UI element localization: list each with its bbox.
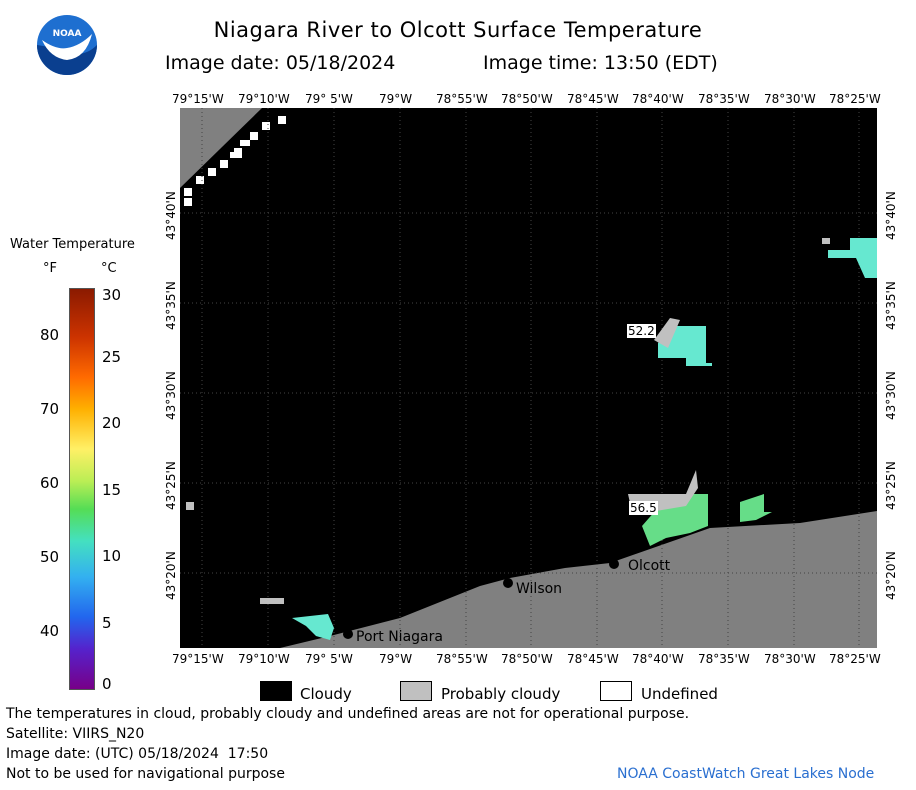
bottom-lon-tick: 78°40'W [632,652,684,666]
undefined-pixels [184,116,286,206]
colorbar-f-tick: 80 [40,326,60,344]
bottom-lon-tick: 78°45'W [567,652,619,666]
probably-cloudy-pixel [260,598,284,604]
colorbar-c-tick: 10 [102,547,122,565]
legend-swatch-probably-cloudy [400,681,432,701]
top-lon-tick: 78°45'W [567,92,619,106]
colorbar-f-tick: 50 [40,548,60,566]
colorbar-f-tick: 70 [40,400,60,418]
colorbar-title: Water Temperature [10,237,135,252]
water-patch-east [828,238,877,278]
right-lat-tick: 43°30'N [884,371,898,420]
top-lon-tick: 78°55'W [436,92,488,106]
colorbar [69,288,95,690]
nav-warning-text: Not to be used for navigational purpose [6,766,285,782]
colorbar-f-tick: 60 [40,474,60,492]
bottom-lon-tick: 79° 5'W [305,652,353,666]
legend-label-cloudy: Cloudy [300,685,352,703]
logo-text: NOAA [53,29,82,39]
place-label-wilson: Wilson [516,581,563,597]
temp-label: 56.5 [629,501,658,515]
top-lon-tick: 79°15'W [172,92,224,106]
top-lon-tick: 79° 5'W [305,92,353,106]
colorbar-c-tick: 0 [102,675,112,693]
left-lat-tick: 43°25'N [164,461,178,510]
probably-cloudy-pixel [822,238,830,244]
top-lon-tick: 78°30'W [764,92,816,106]
image-date: Image date: 05/18/2024 [165,52,396,74]
probably-cloudy-pixel [186,502,194,510]
top-lon-tick: 78°40'W [632,92,684,106]
right-lat-tick: 43°35'N [884,281,898,330]
satellite-text: Satellite: VIIRS_N20 [6,726,145,742]
left-lat-tick: 43°20'N [164,551,178,600]
top-lon-tick: 78°50'W [501,92,553,106]
top-lon-tick: 79°W [379,92,413,106]
image-time: Image time: 13:50 (EDT) [483,52,718,74]
water-patch-port-niagara [292,614,334,640]
colorbar-unit-c: °C [101,261,117,276]
map-canvas [180,108,877,648]
right-lat-tick: 43°20'N [884,551,898,600]
city-dot-wilson [503,578,513,588]
land-usa [280,511,877,648]
top-lon-tick: 78°35'W [698,92,750,106]
legend-swatch-cloudy [260,681,292,701]
colorbar-c-tick: 5 [102,614,112,632]
water-patch-olcott [642,494,708,546]
land-canada [180,108,262,188]
page-title: Niagara River to Olcott Surface Temperat… [213,18,703,42]
city-dot-olcott [609,559,619,569]
noaa-logo: NOAA [36,14,98,76]
map-panel: Olcott Wilson Port Niagara 52.2 56.5 [180,108,877,648]
utc-date-text: Image date: (UTC) 05/18/2024 17:50 [6,746,269,762]
right-lat-tick: 43°40'N [884,191,898,240]
bottom-longitude-axis: 79°15'W 79°10'W 79° 5'W 79°W 78°55'W 78°… [0,652,916,668]
water-patch-east-olcott [740,494,772,522]
probably-cloudy-patch [654,318,680,348]
bottom-lon-tick: 78°25'W [829,652,881,666]
colorbar-c-tick: 20 [102,414,122,432]
top-lon-tick: 78°25'W [829,92,881,106]
bottom-lon-tick: 79°W [379,652,413,666]
bottom-lon-tick: 79°10'W [238,652,290,666]
credit-text: NOAA CoastWatch Great Lakes Node [617,766,875,782]
legend-label-probably-cloudy: Probably cloudy [441,685,561,703]
disclaimer-text: The temperatures in cloud, probably clou… [6,706,690,722]
left-lat-tick: 43°30'N [164,371,178,420]
graticule [180,108,877,648]
bottom-lon-tick: 78°35'W [698,652,750,666]
place-label-olcott: Olcott [628,558,671,574]
left-lat-tick: 43°40'N [164,191,178,240]
bottom-lon-tick: 79°15'W [172,652,224,666]
top-longitude-axis: 79°15'W 79°10'W 79° 5'W 79°W 78°55'W 78°… [0,92,916,108]
top-lon-tick: 79°10'W [238,92,290,106]
left-lat-tick: 43°35'N [164,281,178,330]
colorbar-c-tick: 15 [102,481,122,499]
bottom-lon-tick: 78°50'W [501,652,553,666]
colorbar-unit-f: °F [43,261,57,276]
temp-label: 52.2 [627,324,656,338]
city-dot-port-niagara [343,629,353,639]
legend-label-undefined: Undefined [641,685,718,703]
colorbar-f-tick: 40 [40,622,60,640]
place-label-port-niagara: Port Niagara [356,629,443,645]
bottom-lon-tick: 78°55'W [436,652,488,666]
colorbar-c-tick: 30 [102,286,122,304]
bottom-lon-tick: 78°30'W [764,652,816,666]
colorbar-c-tick: 25 [102,348,122,366]
legend-swatch-undefined [600,681,632,701]
right-lat-tick: 43°25'N [884,461,898,510]
